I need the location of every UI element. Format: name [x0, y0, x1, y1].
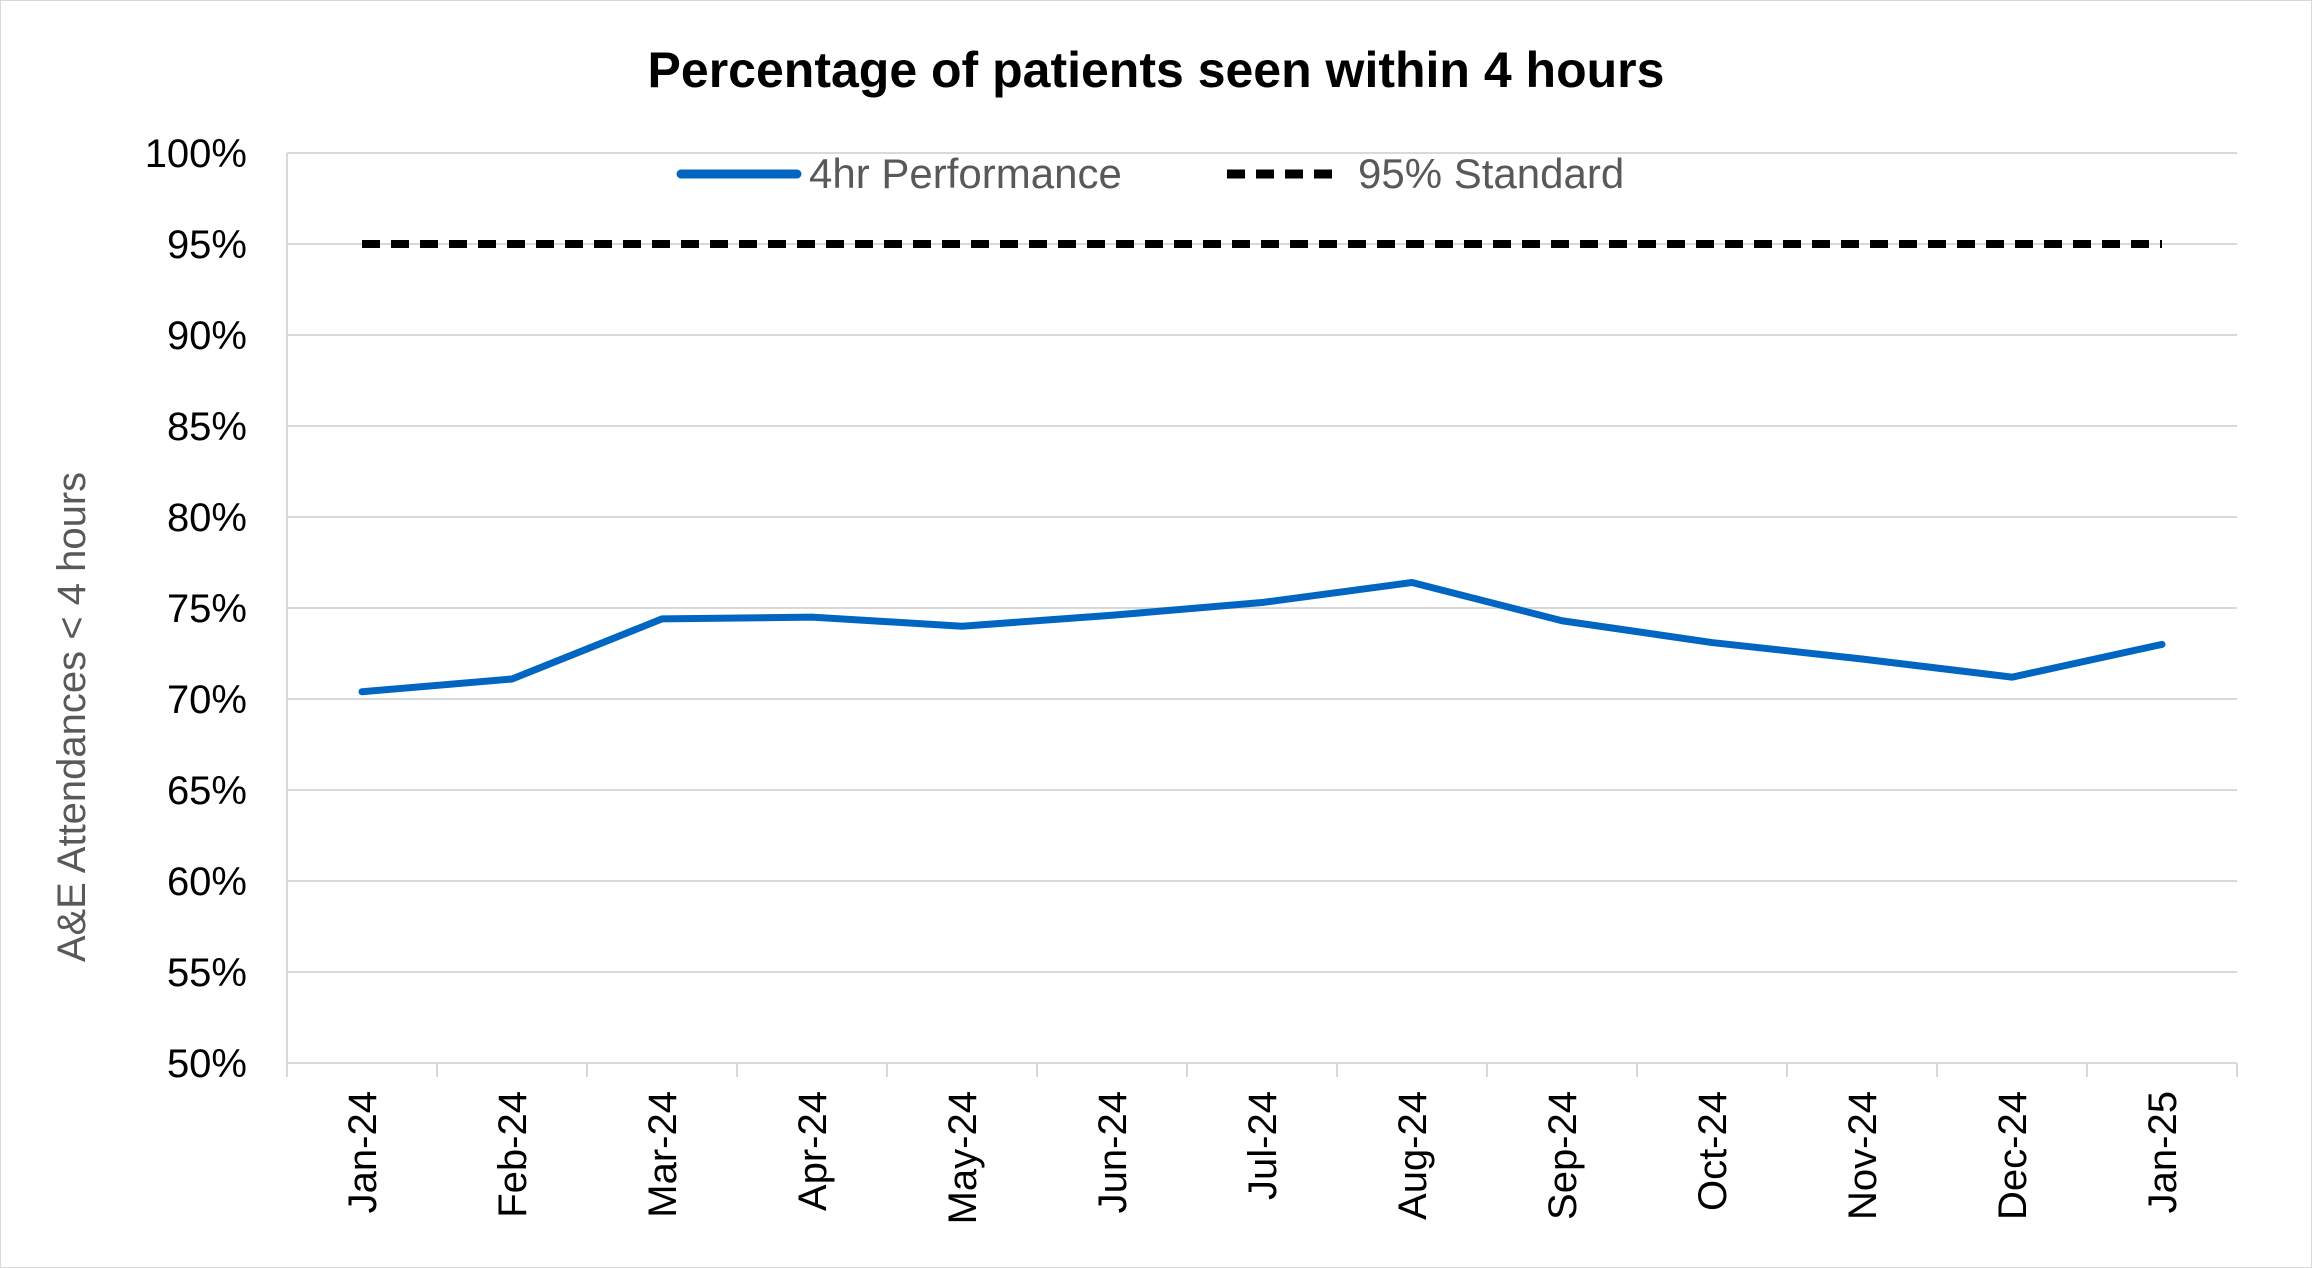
y-tick-label-50pct: 50%: [167, 1042, 247, 1086]
x-tick-label-mar-24: Mar-24: [641, 1091, 685, 1218]
y-axis-title: A&E Attendances < 4 hours: [50, 472, 94, 962]
series-line-4hr-performance: [358, 579, 2166, 696]
y-tick-label-75pct: 75%: [167, 587, 247, 631]
x-tick-label-sep-24: Sep-24: [1541, 1091, 1585, 1220]
legend-label-95-standard: 95% Standard: [1358, 150, 1624, 197]
legend-label-4hr-performance: 4hr Performance: [809, 150, 1122, 197]
y-tick-label-95pct: 95%: [167, 223, 247, 267]
legend: 4hr Performance 95% Standard: [676, 150, 1624, 197]
x-tick-label-may-24: May-24: [941, 1091, 985, 1224]
x-tick-label-jan-24: Jan-24: [341, 1091, 385, 1213]
x-tick-label-apr-24: Apr-24: [791, 1091, 835, 1211]
y-tick-label-60pct: 60%: [167, 860, 247, 904]
legend-item-95-standard: 95% Standard: [1227, 150, 1624, 197]
y-tick-label-65pct: 65%: [167, 769, 247, 813]
x-tick-label-oct-24: Oct-24: [1691, 1091, 1735, 1211]
y-tick-label-90pct: 90%: [167, 314, 247, 358]
y-tick-label-85pct: 85%: [167, 405, 247, 449]
x-tick-label-feb-24: Feb-24: [491, 1091, 535, 1218]
x-tick-label-nov-24: Nov-24: [1841, 1091, 1885, 1220]
y-tick-label-80pct: 80%: [167, 496, 247, 540]
series-layer: [358, 240, 2166, 696]
series-4hr-performance: [358, 579, 2166, 696]
x-tick-label-aug-24: Aug-24: [1391, 1091, 1435, 1220]
y-tick-label-55pct: 55%: [167, 951, 247, 995]
legend-item-4hr-performance: 4hr Performance: [676, 150, 1122, 197]
x-tick-label-dec-24: Dec-24: [1991, 1091, 2035, 1220]
x-tick-label-jun-24: Jun-24: [1091, 1091, 1135, 1213]
x-axis-ticks: Jan-24 Feb-24 Mar-24 Apr-24 May-24 Jun-24 Jul-…: [341, 1091, 2185, 1224]
gridlines: [287, 152, 2237, 973]
chart-title: Percentage of patients seen within 4 hou…: [648, 42, 1665, 98]
y-tick-label-100pct: 100%: [145, 132, 247, 176]
x-tick-label-jul-24: Jul-24: [1241, 1091, 1285, 1200]
axes: [286, 153, 2238, 1077]
y-axis-ticks: 50% 55% 60% 65% 70% 75% 80% 85% 90% 95% 100%: [145, 132, 247, 1086]
x-tick-label-jan-25: Jan-25: [2141, 1091, 2185, 1213]
y-tick-label-70pct: 70%: [167, 678, 247, 722]
